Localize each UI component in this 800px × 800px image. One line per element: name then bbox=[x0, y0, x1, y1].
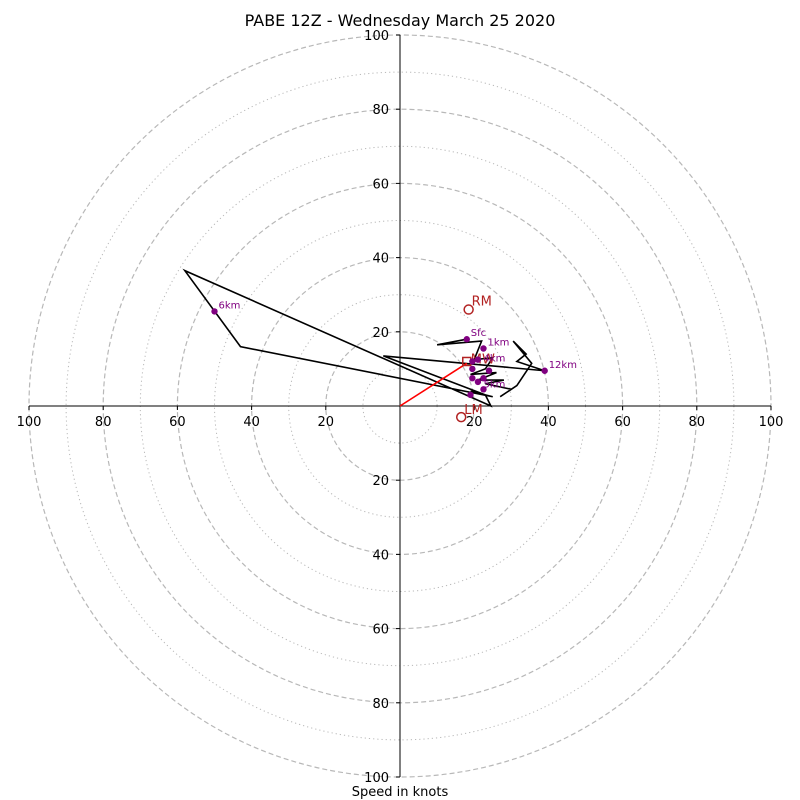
x-tick-label: 60 bbox=[169, 415, 186, 430]
height-point bbox=[469, 365, 476, 373]
y-tick-label: 100 bbox=[364, 771, 389, 786]
height-point-label: Sfc bbox=[471, 328, 486, 339]
left-mover-marker bbox=[455, 411, 467, 423]
height-point bbox=[211, 308, 218, 315]
height-point bbox=[474, 378, 482, 386]
y-tick-label: 20 bbox=[372, 474, 389, 489]
storm-motion-vector bbox=[399, 362, 468, 407]
hodograph-trace bbox=[182, 268, 545, 408]
height-point-label: 4km bbox=[483, 353, 505, 364]
y-tick-label: 60 bbox=[372, 623, 389, 638]
y-tick-label: 80 bbox=[372, 697, 389, 712]
y-tick-label: 40 bbox=[372, 252, 389, 267]
x-tick-label: 20 bbox=[318, 415, 335, 430]
chart-title: PABE 12Z - Wednesday March 25 2020 bbox=[245, 11, 556, 30]
x-tick-label: 80 bbox=[689, 415, 706, 430]
x-tick-label: 40 bbox=[540, 415, 557, 430]
right-mover-marker bbox=[463, 304, 474, 315]
x-tick-label: 60 bbox=[614, 415, 631, 430]
height-point-label: 1km bbox=[487, 337, 509, 348]
y-tick-label: 40 bbox=[372, 548, 389, 563]
x-tick-label: 100 bbox=[17, 415, 42, 430]
height-point-label: 6km bbox=[219, 300, 241, 311]
height-point bbox=[480, 374, 487, 382]
x-tick-label: 80 bbox=[95, 415, 112, 430]
x-axis-label: Speed in knots bbox=[352, 785, 449, 800]
height-point bbox=[469, 374, 476, 382]
x-tick-label: 100 bbox=[759, 415, 784, 430]
height-point bbox=[485, 367, 493, 374]
x-tick-label: 20 bbox=[466, 415, 483, 430]
height-point bbox=[469, 358, 476, 365]
right-mover-label: RM bbox=[472, 295, 492, 310]
height-point-label: 12km bbox=[549, 360, 577, 371]
y-tick-label: 20 bbox=[372, 326, 389, 341]
height-point bbox=[463, 336, 470, 343]
height-point bbox=[541, 367, 548, 374]
y-tick-label: 80 bbox=[372, 103, 389, 118]
x-tick-label: 40 bbox=[243, 415, 260, 430]
height-point bbox=[474, 356, 482, 363]
height-point bbox=[480, 386, 487, 393]
y-tick-label: 60 bbox=[372, 177, 389, 192]
mean-wind-label: MW bbox=[471, 352, 495, 367]
left-mover-label: LM bbox=[464, 403, 482, 418]
height-point-label: 5km bbox=[483, 379, 505, 390]
hodograph-trace-group bbox=[182, 268, 545, 408]
tick-labels: 100 80 60 40 20 20 40 60 80 100 100 80 60 40 20 20 40 60 8… bbox=[17, 29, 784, 786]
storm-motion-group: RM LM MW bbox=[399, 295, 495, 423]
height-point bbox=[480, 345, 487, 352]
height-point bbox=[467, 391, 474, 399]
y-tick-label: 100 bbox=[364, 29, 389, 44]
